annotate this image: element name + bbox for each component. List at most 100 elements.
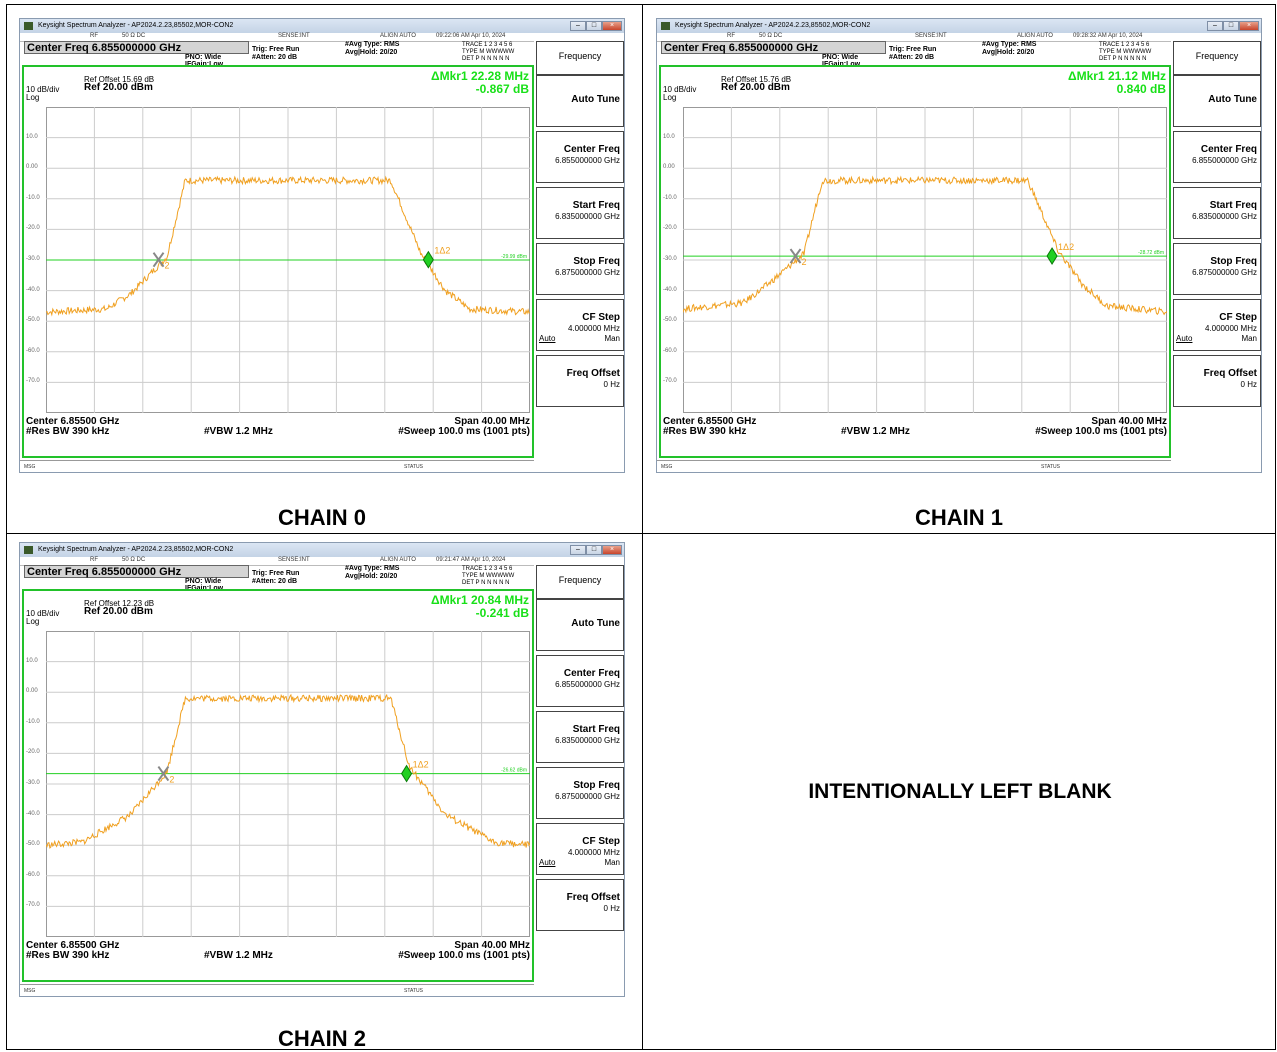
maximize-icon[interactable]: □ [1223, 21, 1239, 31]
man-option[interactable]: Man [1241, 334, 1257, 343]
maximize-icon[interactable]: □ [586, 545, 602, 555]
minimize-icon[interactable]: – [570, 21, 586, 31]
softkey-start-freq[interactable]: Start Freq 6.835000000 GHz [1173, 187, 1261, 239]
maximize-icon[interactable]: □ [586, 21, 602, 31]
softkey-value: 6.835000000 GHz [555, 212, 620, 221]
bottom-rbw: #Res BW 390 kHz [26, 950, 110, 961]
scale-per-div: 10 dB/div [26, 85, 60, 94]
center-freq-box[interactable]: Center Freq 6.855000000 GHz [24, 41, 249, 54]
log-scale: Log [26, 617, 40, 626]
info-trig: Trig: Free Run [252, 570, 300, 577]
softkey-stop-freq[interactable]: Stop Freq 6.875000000 GHz [1173, 243, 1261, 295]
bottom-sweep: #Sweep 100.0 ms (1001 pts) [398, 950, 530, 961]
y-tick-label: -50.0 [26, 841, 40, 848]
close-icon[interactable]: × [602, 545, 622, 555]
window-titlebar[interactable]: Keysight Spectrum Analyzer - AP2024.2.23… [657, 19, 1261, 33]
marker-freq: ΔMkr1 20.84 MHz [431, 593, 529, 607]
info-avg-type: #Avg Type: RMS [345, 41, 400, 48]
ref-offset: Ref Offset 12.23 dB [84, 599, 155, 608]
y-tick-label: -70.0 [663, 378, 677, 385]
softkey-center-freq[interactable]: Center Freq 6.855000000 GHz [536, 655, 624, 707]
marker-readout: ΔMkr1 20.84 MHz -0.241 dB [431, 594, 529, 620]
auto-option[interactable]: Auto [1176, 334, 1193, 343]
softkey-value: 6.875000000 GHz [555, 792, 620, 801]
y-tick-label: -60.0 [26, 871, 40, 878]
status-label: STATUS [404, 988, 423, 994]
intentionally-left-blank-text: INTENTIONALLY LEFT BLANK [808, 780, 1112, 803]
info-type: TYPE M WWWWW [462, 49, 515, 55]
softkey-menu: Frequency Auto Tune Center Freq 6.855000000… [536, 41, 624, 458]
display-line-label: -26.62 dBm [501, 768, 527, 774]
reference-marker: 2 [157, 766, 174, 785]
marker-label: 1Δ2 [434, 246, 450, 256]
softkey-stop-freq[interactable]: Stop Freq 6.875000000 GHz [536, 767, 624, 819]
auto-option[interactable]: Auto [539, 334, 556, 343]
bottom-center: Center 6.85500 GHz [26, 940, 120, 951]
man-option[interactable]: Man [604, 334, 620, 343]
softkey-start-freq[interactable]: Start Freq 6.835000000 GHz [536, 187, 624, 239]
y-tick-label: -20.0 [663, 225, 677, 232]
message-bar: MSG STATUS [20, 984, 534, 997]
auto-option[interactable]: Auto [539, 858, 556, 867]
center-freq-box[interactable]: Center Freq 6.855000000 GHz [661, 41, 886, 54]
softkey-value: 0 Hz [1240, 380, 1257, 389]
softkey-title: CF Step [1219, 312, 1257, 323]
window-titlebar[interactable]: Keysight Spectrum Analyzer - AP2024.2.23… [20, 543, 624, 557]
softkey-title: Auto Tune [571, 618, 620, 629]
softkey-cf-step[interactable]: CF Step 4.000000 MHz Auto Man [1173, 299, 1261, 351]
info-pno: PNO: Wide [185, 578, 222, 585]
softkey-center-freq[interactable]: Center Freq 6.855000000 GHz [536, 131, 624, 183]
softkey-cf-step[interactable]: CF Step 4.000000 MHz Auto Man [536, 299, 624, 351]
softkey-title: CF Step [582, 836, 620, 847]
softkey-freq-offset[interactable]: Freq Offset 0 Hz [536, 879, 624, 931]
minimize-icon[interactable]: – [570, 545, 586, 555]
softkey-title: Auto Tune [1208, 94, 1257, 105]
softkey-freq-offset[interactable]: Freq Offset 0 Hz [1173, 355, 1261, 407]
status-rf: RF [90, 33, 98, 39]
app-icon [661, 22, 670, 30]
softkey-auto-tune[interactable]: Auto Tune [536, 75, 624, 127]
softkey-center-freq[interactable]: Center Freq 6.855000000 GHz [1173, 131, 1261, 183]
center-freq-box[interactable]: Center Freq 6.855000000 GHz [24, 565, 249, 578]
ref-level: Ref 20.00 dBm [721, 82, 790, 93]
softkey-value: 6.855000000 GHz [1192, 156, 1257, 165]
status-rf: RF [90, 557, 98, 563]
softkey-stop-freq[interactable]: Stop Freq 6.875000000 GHz [536, 243, 624, 295]
softkey-value: 6.835000000 GHz [1192, 212, 1257, 221]
status-sense: SENSE:INT [915, 33, 947, 39]
chain-label: CHAIN 1 [914, 505, 1003, 530]
window-titlebar[interactable]: Keysight Spectrum Analyzer - AP2024.2.23… [20, 19, 624, 33]
softkey-value: 4.000000 MHz [567, 324, 620, 333]
bottom-sweep: #Sweep 100.0 ms (1001 pts) [398, 426, 530, 437]
status-label: STATUS [1041, 464, 1060, 470]
bottom-span: Span 40.00 MHz [454, 940, 530, 951]
reference-marker: 2 [789, 248, 807, 267]
info-type: TYPE M WWWWW [1099, 49, 1152, 55]
delta-marker: 1Δ2 [400, 760, 429, 783]
info-trig: Trig: Free Run [889, 46, 937, 53]
spectrum-plot: 2 1Δ2 -28.72 dBm [683, 107, 1167, 413]
analyzer-screen: Ref Offset 15.69 dB 10 dB/div Ref 20.00 dB… [22, 65, 534, 458]
softkey-title: Center Freq [1200, 144, 1257, 155]
spectrum-plot: 2 1Δ2 -26.62 dBm [46, 631, 530, 937]
close-icon[interactable]: × [602, 21, 622, 31]
softkey-auto-tune[interactable]: Auto Tune [536, 599, 624, 651]
status-row: RF 50 Ω DC SENSE:INT ALIGN AUTO 09:22:06 AM … [20, 33, 534, 42]
softkey-freq-offset[interactable]: Freq Offset 0 Hz [536, 355, 624, 407]
softkey-cf-step[interactable]: CF Step 4.000000 MHz Auto Man [536, 823, 624, 875]
bottom-rbw: #Res BW 390 kHz [663, 426, 747, 437]
status-time: 09:28:32 AM Apr 10, 2024 [1073, 33, 1143, 39]
log-scale: Log [26, 93, 40, 102]
y-tick-label: 0.00 [26, 688, 38, 695]
man-option[interactable]: Man [604, 858, 620, 867]
minimize-icon[interactable]: – [1207, 21, 1223, 31]
softkey-value: 6.875000000 GHz [555, 268, 620, 277]
spectrum-trace [46, 175, 530, 317]
softkey-value: 4.000000 MHz [1204, 324, 1257, 333]
softkey-auto-tune[interactable]: Auto Tune [1173, 75, 1261, 127]
close-icon[interactable]: × [1239, 21, 1259, 31]
info-avg-type: #Avg Type: RMS [982, 41, 1037, 48]
marker-value: -0.867 dB [475, 82, 529, 96]
softkey-start-freq[interactable]: Start Freq 6.835000000 GHz [536, 711, 624, 763]
softkey-title: Stop Freq [573, 256, 620, 267]
